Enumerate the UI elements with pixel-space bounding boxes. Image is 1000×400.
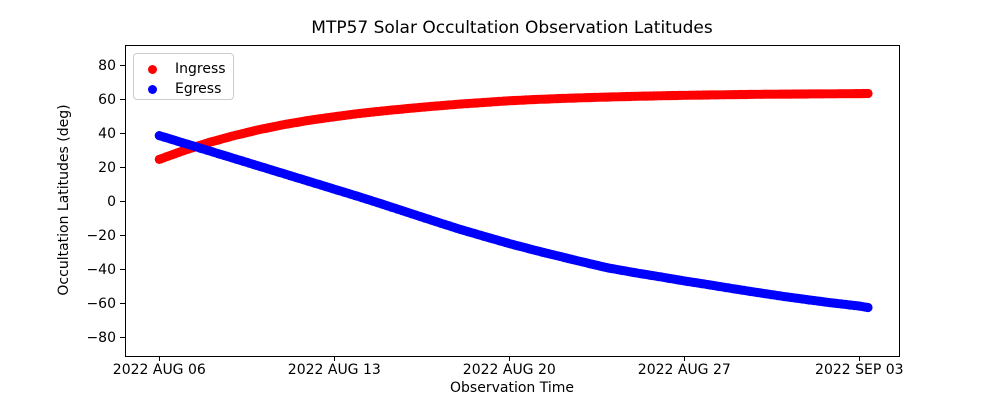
y-tick-label: −80 [86, 330, 116, 346]
y-tick-label: −60 [86, 296, 116, 312]
chart-title: MTP57 Solar Occultation Observation Lati… [311, 18, 713, 38]
egress-marker-icon [148, 84, 157, 94]
x-axis-label: Observation Time [450, 380, 574, 396]
ingress-series [154, 88, 873, 164]
legend-item-egress: Egress [134, 79, 233, 99]
egress-series [154, 131, 873, 313]
tick-marks [120, 65, 860, 361]
ingress-marker-icon [148, 64, 157, 74]
y-tick-label: 0 [107, 194, 116, 210]
x-tick-label: 2022 AUG 20 [463, 362, 556, 378]
legend-label-ingress: Ingress [175, 61, 226, 77]
x-tick-label: 2022 AUG 06 [113, 362, 206, 378]
y-tick-label: −40 [86, 262, 116, 278]
y-tick-label: 40 [98, 126, 116, 142]
legend-item-ingress: Ingress [134, 59, 233, 79]
legend-label-egress: Egress [175, 81, 222, 97]
tick-labels: 80 60 40 20 0 −20 −40 −60 −80 2022 AUG 06 2022 AUG… [86, 58, 903, 378]
x-tick-label: 2022 SEP 03 [815, 362, 904, 378]
y-tick-label: −20 [86, 228, 116, 244]
x-tick-label: 2022 AUG 27 [638, 362, 731, 378]
y-tick-label: 80 [98, 58, 116, 74]
y-tick-label: 20 [98, 160, 116, 176]
axes-frame [125, 45, 900, 357]
y-tick-label: 60 [98, 92, 116, 108]
x-tick-label: 2022 AUG 13 [288, 362, 381, 378]
legend: Ingress Egress [133, 53, 234, 100]
